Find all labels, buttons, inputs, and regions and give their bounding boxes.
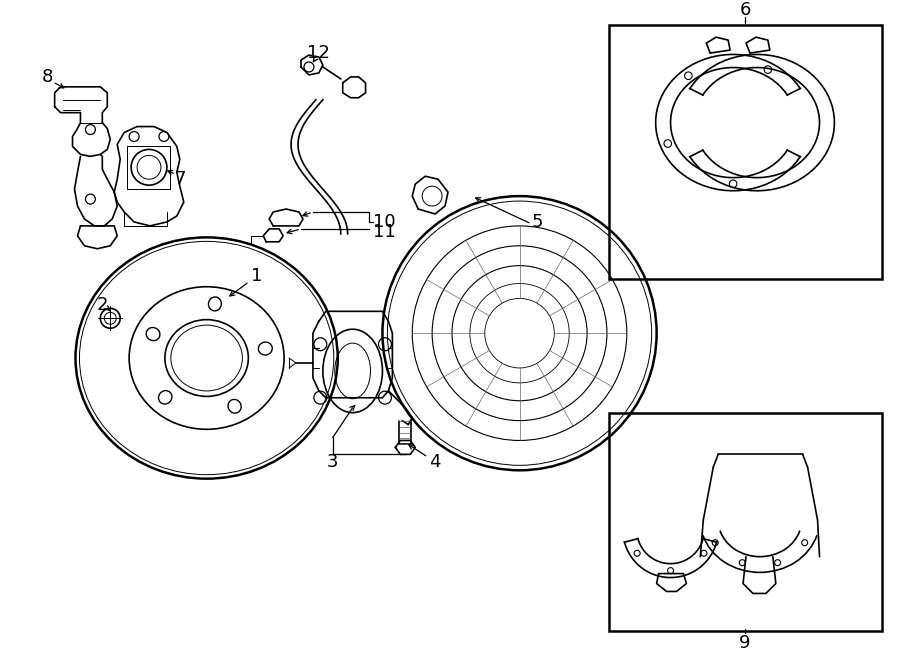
Text: 3: 3 — [327, 453, 338, 471]
Text: 11: 11 — [373, 223, 395, 241]
Text: 7: 7 — [174, 171, 185, 188]
Text: 4: 4 — [429, 453, 441, 471]
Bar — [609, 412, 882, 631]
Text: 6: 6 — [739, 1, 751, 19]
Text: 8: 8 — [42, 68, 53, 86]
Text: 2: 2 — [96, 296, 108, 315]
Text: 1: 1 — [250, 266, 262, 285]
Text: 12: 12 — [308, 44, 330, 62]
Text: 9: 9 — [739, 634, 751, 652]
Bar — [609, 25, 882, 278]
Text: 10: 10 — [373, 213, 395, 231]
Text: 5: 5 — [532, 213, 544, 231]
